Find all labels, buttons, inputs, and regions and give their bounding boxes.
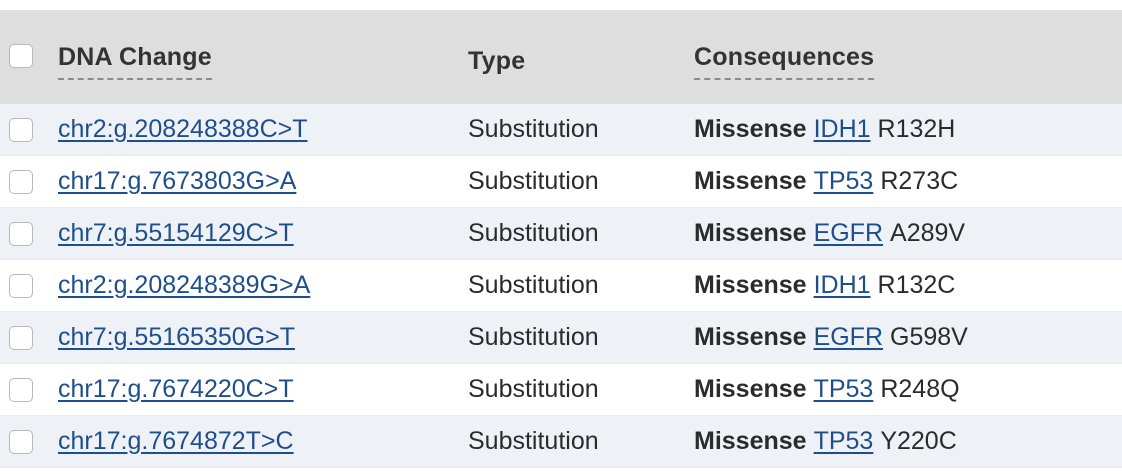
type-cell: Substitution [468, 323, 694, 352]
aa-change: R132H [877, 115, 956, 143]
dna-change-link[interactable]: chr2:g.208248389G>A [58, 271, 311, 299]
dna-change-cell: chr2:g.208248388C>T [58, 115, 468, 144]
column-header-consequences-cell: Consequences [694, 35, 1122, 80]
aa-change: Y220C [880, 427, 957, 455]
consequence-type: Missense [694, 375, 807, 403]
column-header-type[interactable]: Type [468, 46, 526, 75]
gene-link[interactable]: EGFR [813, 323, 884, 351]
consequence-type: Missense [694, 115, 807, 143]
mutation-type: Substitution [468, 271, 599, 299]
select-all-cell [0, 10, 58, 104]
dna-change-cell: chr17:g.7674220C>T [58, 375, 468, 404]
mutation-type: Substitution [468, 219, 599, 247]
table-row: chr7:g.55165350G>T Substitution Missense… [0, 312, 1122, 364]
type-cell: Substitution [468, 115, 694, 144]
consequences-cell: Missense TP53 R248Q [694, 375, 1122, 404]
gene-link[interactable]: EGFR [813, 219, 884, 247]
row-checkbox[interactable] [9, 377, 33, 402]
table-row: chr17:g.7673803G>A Substitution Missense… [0, 156, 1122, 208]
consequences-cell: Missense TP53 R273C [694, 167, 1122, 196]
dna-change-cell: chr7:g.55154129C>T [58, 219, 468, 248]
row-checkbox[interactable] [9, 273, 33, 298]
consequences-cell: Missense EGFR G598V [694, 323, 1122, 352]
row-select-cell [0, 260, 58, 311]
dna-change-link[interactable]: chr7:g.55165350G>T [58, 323, 295, 351]
aa-change: A289V [890, 219, 966, 247]
column-header-type-cell: Type [468, 39, 694, 76]
consequence-type: Missense [694, 323, 807, 351]
aa-change: R273C [880, 167, 959, 195]
table-header-row: DNA Change Type Consequences [0, 10, 1122, 104]
row-checkbox[interactable] [9, 169, 33, 194]
dna-change-cell: chr7:g.55165350G>T [58, 323, 468, 352]
dna-change-link[interactable]: chr7:g.55154129C>T [58, 219, 294, 247]
type-cell: Substitution [468, 427, 694, 456]
column-header-dna-change-cell: DNA Change [58, 35, 468, 80]
mutation-type: Substitution [468, 167, 599, 195]
table-row: chr2:g.208248389G>A Substitution Missens… [0, 260, 1122, 312]
mutation-type: Substitution [468, 115, 599, 143]
table-row: chr2:g.208248388C>T Substitution Missens… [0, 104, 1122, 156]
mutation-type: Substitution [468, 375, 599, 403]
row-select-cell [0, 364, 58, 415]
row-select-cell [0, 312, 58, 363]
consequence-type: Missense [694, 219, 807, 247]
table-row: chr17:g.7674872T>C Substitution Missense… [0, 416, 1122, 468]
row-checkbox[interactable] [9, 117, 33, 142]
row-select-cell [0, 416, 58, 467]
column-header-dna-change[interactable]: DNA Change [58, 43, 212, 80]
mutation-type: Substitution [468, 427, 599, 455]
dna-change-link[interactable]: chr17:g.7673803G>A [58, 167, 297, 195]
row-checkbox[interactable] [9, 325, 33, 350]
table-row: chr7:g.55154129C>T Substitution Missense… [0, 208, 1122, 260]
aa-change: G598V [890, 323, 968, 351]
dna-change-cell: chr2:g.208248389G>A [58, 271, 468, 300]
consequences-cell: Missense TP53 Y220C [694, 427, 1122, 456]
consequences-cell: Missense EGFR A289V [694, 219, 1122, 248]
dna-change-cell: chr17:g.7674872T>C [58, 427, 468, 456]
gene-link[interactable]: TP53 [813, 427, 874, 455]
table-row: chr17:g.7674220C>T Substitution Missense… [0, 364, 1122, 416]
row-select-cell [0, 208, 58, 259]
consequence-type: Missense [694, 427, 807, 455]
select-all-checkbox[interactable] [9, 44, 33, 68]
aa-change: R248Q [880, 375, 960, 403]
column-header-consequences[interactable]: Consequences [694, 43, 875, 80]
row-checkbox[interactable] [9, 429, 33, 454]
dna-change-cell: chr17:g.7673803G>A [58, 167, 468, 196]
type-cell: Substitution [468, 219, 694, 248]
row-select-cell [0, 156, 58, 207]
type-cell: Substitution [468, 375, 694, 404]
gene-link[interactable]: IDH1 [813, 115, 871, 143]
consequence-type: Missense [694, 271, 807, 299]
type-cell: Substitution [468, 167, 694, 196]
mutation-type: Substitution [468, 323, 599, 351]
row-checkbox[interactable] [9, 221, 33, 246]
dna-change-link[interactable]: chr17:g.7674872T>C [58, 427, 294, 455]
gene-link[interactable]: TP53 [813, 375, 874, 403]
gene-link[interactable]: TP53 [813, 167, 874, 195]
aa-change: R132C [877, 271, 956, 299]
gene-link[interactable]: IDH1 [813, 271, 871, 299]
consequences-cell: Missense IDH1 R132C [694, 271, 1122, 300]
consequences-cell: Missense IDH1 R132H [694, 115, 1122, 144]
consequence-type: Missense [694, 167, 807, 195]
mutations-table: DNA Change Type Consequences chr2:g.2082… [0, 10, 1122, 468]
row-select-cell [0, 104, 58, 155]
dna-change-link[interactable]: chr17:g.7674220C>T [58, 375, 294, 403]
dna-change-link[interactable]: chr2:g.208248388C>T [58, 115, 308, 143]
type-cell: Substitution [468, 271, 694, 300]
